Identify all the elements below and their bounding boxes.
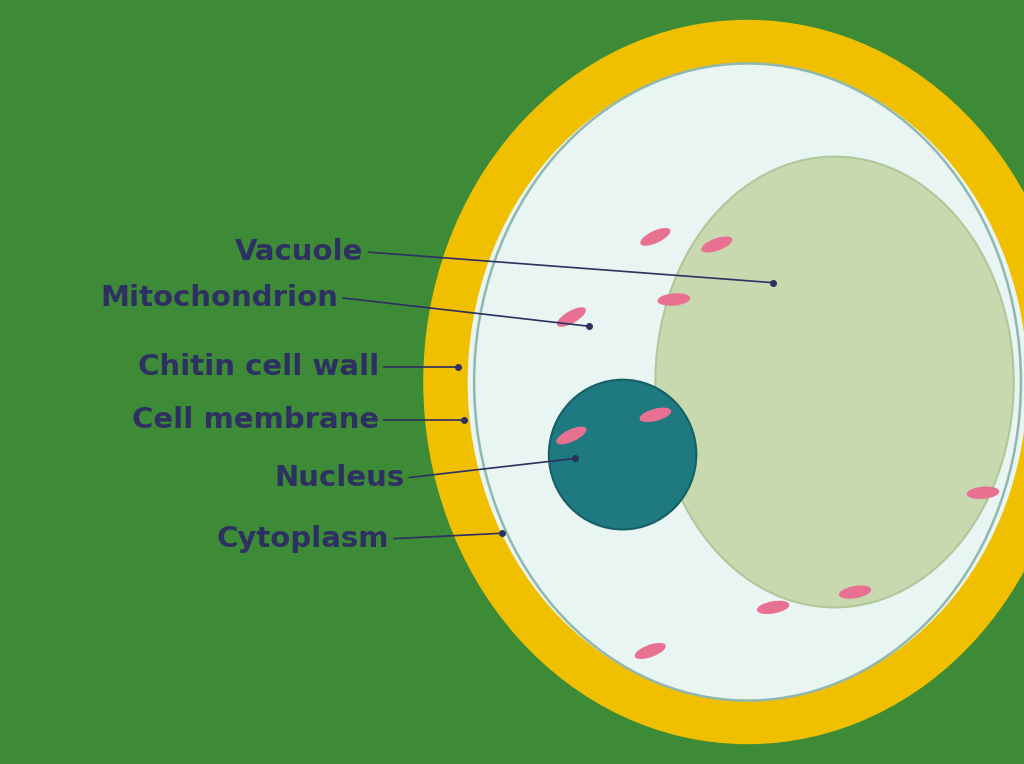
- Ellipse shape: [549, 380, 696, 529]
- Ellipse shape: [639, 407, 672, 422]
- Ellipse shape: [967, 487, 999, 499]
- Ellipse shape: [657, 293, 690, 306]
- Text: Cytoplasm: Cytoplasm: [217, 525, 389, 552]
- Ellipse shape: [557, 307, 586, 327]
- Text: Cell membrane: Cell membrane: [132, 406, 379, 434]
- Ellipse shape: [757, 601, 790, 614]
- Ellipse shape: [839, 585, 871, 599]
- Text: Nucleus: Nucleus: [274, 464, 404, 491]
- Ellipse shape: [445, 42, 1024, 722]
- Text: Mitochondrion: Mitochondrion: [100, 284, 338, 312]
- Ellipse shape: [556, 426, 587, 445]
- Ellipse shape: [635, 643, 666, 659]
- Text: Vacuole: Vacuole: [236, 238, 364, 266]
- Ellipse shape: [701, 236, 732, 253]
- Ellipse shape: [640, 228, 671, 246]
- Text: Chitin cell wall: Chitin cell wall: [137, 353, 379, 380]
- Ellipse shape: [655, 157, 1014, 607]
